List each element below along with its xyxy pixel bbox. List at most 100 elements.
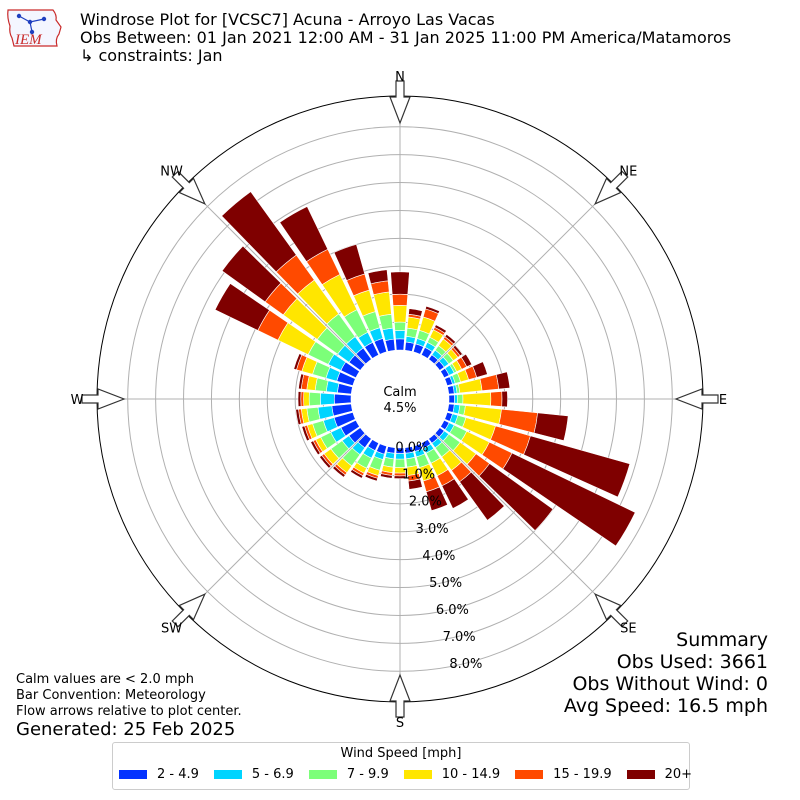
wind-bar-segment (382, 327, 395, 342)
compass-label: E (719, 393, 727, 408)
wind-bar-segment (221, 191, 297, 273)
wind-bar-segment (384, 338, 396, 352)
grid-spoke (434, 433, 615, 614)
wind-bar-segment (441, 478, 469, 509)
legend-item: 2 - 4.9 (119, 767, 199, 782)
radial-tick-label: 0.0% (395, 441, 428, 456)
wind-bar-segment (298, 373, 305, 390)
wind-bar-segment (378, 313, 394, 331)
wind-bar-segment (333, 244, 366, 281)
compass-label: NW (160, 165, 183, 180)
wind-bar-segment (364, 473, 378, 482)
wind-bar-segment (472, 361, 488, 378)
summary-obs-without-wind: Obs Without Wind: 0 (572, 673, 768, 695)
grid-ring (127, 126, 673, 672)
flow-arrow-icon (674, 388, 719, 410)
legend-item: 5 - 6.9 (213, 767, 294, 782)
legend-label: 5 - 6.9 (251, 767, 294, 782)
bar-convention-note: Bar Convention: Meteorology (16, 688, 206, 703)
compass-label: N (395, 70, 405, 85)
legend-swatch (515, 770, 544, 779)
wind-bar-segment (501, 390, 508, 408)
wind-bar-segment (392, 305, 408, 323)
iowa-outline-icon (7, 9, 62, 47)
summary-heading: Summary (676, 629, 768, 651)
legend-item: 10 - 14.9 (403, 767, 501, 782)
wind-bar-segment (425, 486, 449, 512)
wind-bar-segment (310, 440, 321, 456)
legend-items: 2 - 4.9 5 - 6.9 7 - 9.9 10 - 14.9 15 - 19.9 2… (119, 767, 707, 782)
wind-bar-segment (460, 353, 473, 368)
wind-bar-segment (297, 391, 302, 407)
radial-tick-label: 3.0% (416, 522, 449, 537)
wind-bar-segment (490, 391, 503, 407)
flow-arrow-icon (594, 170, 629, 205)
grid-ring (210, 209, 590, 589)
observation-period: Obs Between: 01 Jan 2021 12:00 AM - 31 J… (80, 28, 732, 47)
legend-label: 10 - 14.9 (441, 767, 501, 782)
wind-bar-segment (279, 206, 329, 263)
wind-bars (214, 191, 636, 547)
grid-ring (183, 182, 617, 616)
flow-arrow-icon (171, 593, 206, 628)
wind-bar-segment (325, 380, 340, 394)
radial-tick-label: 5.0% (429, 576, 462, 591)
constraints-label: ↳ constraints: Jan (80, 46, 223, 65)
legend: Wind Speed [mph] 2 - 4.9 5 - 6.9 7 - 9.9 10… (112, 742, 692, 790)
wind-bar-segment (350, 469, 364, 479)
chart-title: Windrose Plot for [VCSC7] Acuna - Arroyo… (80, 10, 495, 29)
wind-bar-segment (393, 321, 407, 331)
legend-title: Wind Speed [mph] (340, 746, 462, 761)
compass-label: NE (619, 165, 637, 180)
wind-bar-segment (333, 393, 352, 405)
logo-text: IEM (14, 32, 43, 48)
flow-arrows-note: Flow arrows relative to plot center. (16, 704, 242, 719)
wind-bar-segment (394, 330, 406, 340)
compass-label: SW (161, 621, 182, 636)
wind-bar-segment (214, 283, 270, 331)
wind-bar-segment (462, 391, 492, 407)
wind-bar-segment (293, 353, 303, 371)
legend-swatch (403, 770, 432, 779)
calm-note: Calm values are < 2.0 mph (16, 672, 195, 687)
wind-bar-segment (301, 425, 310, 442)
legend-label: 15 - 19.9 (553, 767, 612, 782)
radial-tick-label: 8.0% (449, 657, 482, 672)
wind-bar-segment (502, 452, 636, 547)
wind-bar-segment (319, 392, 335, 406)
radial-tick-label: 6.0% (436, 603, 469, 618)
flow-arrow-icon (81, 388, 126, 410)
radial-tick-label: 2.0% (409, 495, 442, 510)
wind-bar-segment (393, 475, 407, 480)
legend-swatch (119, 770, 147, 779)
compass-label: W (71, 393, 84, 408)
grid-ring (155, 154, 645, 644)
legend-item: 15 - 19.9 (515, 767, 612, 782)
summary-obs-used: Obs Used: 3661 (616, 651, 768, 673)
wind-bar-segment (454, 394, 458, 404)
legend-label: 20+ (664, 767, 693, 782)
legend-label: 2 - 4.9 (157, 767, 199, 782)
wind-bar-segment (459, 471, 505, 521)
legend-swatch (213, 770, 242, 779)
summary-avg-speed: Avg Speed: 16.5 mph (563, 695, 768, 717)
grid-spoke (434, 184, 615, 365)
wind-bar-segment (303, 391, 310, 407)
wind-bar-segment (332, 465, 346, 478)
compass-labels: N NE E SE S SW W NW (71, 70, 728, 731)
radial-tick-label: 1.0% (402, 468, 435, 483)
wind-bar-segment (444, 333, 457, 345)
compass-label: SE (620, 621, 636, 636)
wind-bar-segment (495, 371, 511, 390)
wind-bar-segment (533, 412, 569, 441)
legend-swatch (308, 770, 337, 779)
wind-bar-segment (367, 269, 389, 285)
flow-arrow-icon (389, 673, 411, 718)
radial-tick-label: 4.0% (422, 549, 455, 564)
wind-bar-segment (391, 293, 409, 306)
wind-bar-segment (380, 473, 393, 479)
wind-bar-segment (479, 374, 500, 392)
calm-circle (351, 350, 449, 448)
legend-label: 7 - 9.9 (346, 767, 389, 782)
wind-bar-segment (456, 394, 464, 404)
